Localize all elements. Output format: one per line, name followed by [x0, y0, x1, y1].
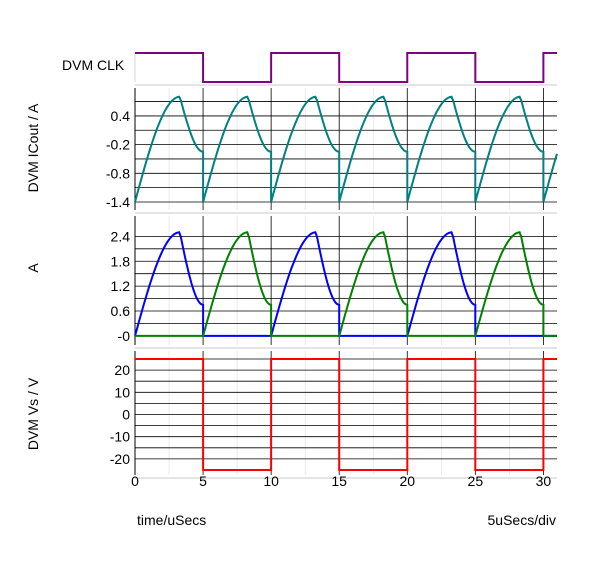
x-tick-label-1: 5	[199, 473, 207, 489]
panel-3-ylabel: DVM Vs / V	[25, 377, 41, 450]
panel-1-ytick-label-3: -1.4	[106, 194, 130, 210]
current-trace-1	[135, 231, 557, 337]
x-tick-label-6: 30	[536, 473, 552, 489]
panel-1-ytick-label-0: 0.4	[111, 108, 131, 124]
x-tick-label-4: 20	[399, 473, 415, 489]
icout-trace	[134, 95, 558, 203]
panel-1-ylabel: DVM ICout / A	[25, 103, 41, 192]
panel-separators	[135, 84, 557, 479]
panel-2-ytick-label-0: 2.4	[111, 228, 131, 244]
current-trace-0	[134, 231, 557, 337]
x-tick-label-0: 0	[131, 473, 139, 489]
panel-1-ytick-label-2: -0.8	[106, 165, 130, 181]
x-scale-label: 5uSecs/div	[488, 512, 556, 528]
vs-trace	[135, 358, 557, 471]
tick-labels-layer: 0.4 -0.2 -0.8 -1.4 2.4 1.8 1.2 0.6 -0 20 10 0 -10 -20…	[106, 108, 552, 489]
x-tick-label-3: 15	[331, 473, 347, 489]
panel-2-ytick-label-2: 1.2	[111, 278, 131, 294]
x-tick-label-5: 25	[468, 473, 484, 489]
panel-3-ytick-label-1: 10	[114, 384, 130, 400]
x-axis-label: time/uSecs	[137, 512, 206, 528]
panel-1-ytick-label-1: -0.2	[106, 137, 130, 153]
traces-layer	[134, 52, 558, 471]
panel-2-ytick-label-3: 0.6	[111, 303, 131, 319]
panel-3-ytick-label-0: 20	[114, 362, 130, 378]
panel-2-ylabel: A	[25, 263, 41, 273]
digital-panel-label: DVM CLK	[62, 57, 125, 73]
dvm-clk-trace	[135, 52, 557, 83]
panel-3-ytick-label-4: -20	[110, 451, 130, 467]
panel-2-ytick-label-4: -0	[118, 328, 131, 344]
grid-layer	[134, 53, 557, 475]
panel-2-ytick-label-1: 1.8	[111, 253, 131, 269]
panel-3-ytick-label-3: -10	[110, 429, 130, 445]
panel-3-ytick-label-2: 0	[122, 407, 130, 423]
x-tick-label-2: 10	[263, 473, 279, 489]
